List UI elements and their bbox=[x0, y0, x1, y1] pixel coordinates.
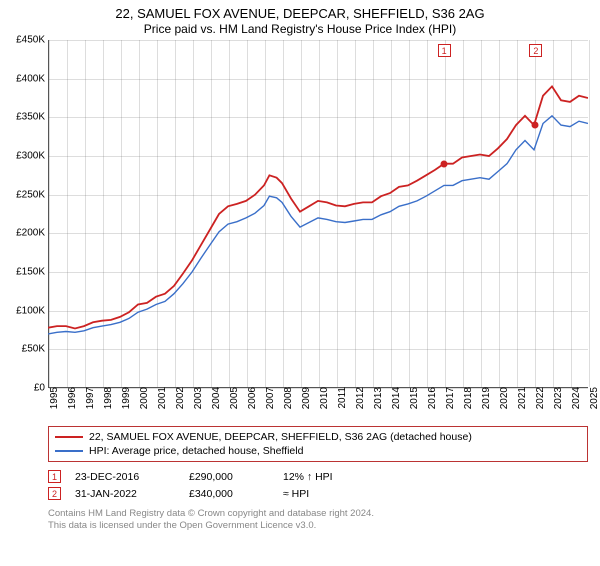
txn-date: 31-JAN-2022 bbox=[75, 488, 175, 500]
x-axis-label: 2021 bbox=[513, 387, 528, 409]
legend: 22, SAMUEL FOX AVENUE, DEEPCAR, SHEFFIEL… bbox=[48, 426, 588, 462]
footer-line: This data is licensed under the Open Gov… bbox=[48, 520, 588, 532]
series-line bbox=[48, 116, 588, 334]
x-axis-label: 2019 bbox=[477, 387, 492, 409]
table-row: 2 31-JAN-2022 £340,000 ≈ HPI bbox=[48, 485, 588, 502]
x-axis-label: 1998 bbox=[99, 387, 114, 409]
x-axis-label: 2024 bbox=[567, 387, 582, 409]
legend-item: 22, SAMUEL FOX AVENUE, DEEPCAR, SHEFFIEL… bbox=[55, 430, 581, 444]
txn-price: £290,000 bbox=[189, 471, 269, 483]
table-row: 1 23-DEC-2016 £290,000 12% ↑ HPI bbox=[48, 468, 588, 485]
data-point-marker bbox=[440, 160, 447, 167]
line-plot-svg bbox=[48, 40, 588, 388]
txn-marker-icon: 2 bbox=[48, 487, 61, 500]
footer-line: Contains HM Land Registry data © Crown c… bbox=[48, 508, 588, 520]
x-axis-label: 2012 bbox=[351, 387, 366, 409]
x-axis-label: 2000 bbox=[135, 387, 150, 409]
x-axis-label: 2001 bbox=[153, 387, 168, 409]
x-axis-label: 2005 bbox=[225, 387, 240, 409]
x-axis-label: 2013 bbox=[369, 387, 384, 409]
txn-date: 23-DEC-2016 bbox=[75, 471, 175, 483]
x-axis-label: 2002 bbox=[171, 387, 186, 409]
x-axis-label: 1997 bbox=[81, 387, 96, 409]
txn-hpi: ≈ HPI bbox=[283, 488, 363, 500]
legend-swatch bbox=[55, 450, 83, 452]
x-axis-label: 2017 bbox=[441, 387, 456, 409]
legend-label: HPI: Average price, detached house, Shef… bbox=[89, 445, 303, 457]
series-line bbox=[48, 86, 588, 328]
x-axis-label: 2008 bbox=[279, 387, 294, 409]
x-axis-label: 2014 bbox=[387, 387, 402, 409]
data-point-marker bbox=[532, 122, 539, 129]
txn-marker-icon: 1 bbox=[48, 470, 61, 483]
chart-title: 22, SAMUEL FOX AVENUE, DEEPCAR, SHEFFIEL… bbox=[0, 6, 600, 21]
x-axis-label: 2003 bbox=[189, 387, 204, 409]
txn-price: £340,000 bbox=[189, 488, 269, 500]
x-axis-label: 2025 bbox=[585, 387, 600, 409]
legend-label: 22, SAMUEL FOX AVENUE, DEEPCAR, SHEFFIEL… bbox=[89, 431, 472, 443]
x-axis-label: 2007 bbox=[261, 387, 276, 409]
x-axis-label: 2009 bbox=[297, 387, 312, 409]
legend-item: HPI: Average price, detached house, Shef… bbox=[55, 444, 581, 458]
transaction-table: 1 23-DEC-2016 £290,000 12% ↑ HPI 2 31-JA… bbox=[48, 468, 588, 502]
chart-marker-icon: 2 bbox=[529, 44, 542, 57]
x-axis-label: 2006 bbox=[243, 387, 258, 409]
x-axis-label: 2010 bbox=[315, 387, 330, 409]
chart-plot-area: £0£50K£100K£150K£200K£250K£300K£350K£400… bbox=[48, 40, 588, 388]
x-axis-label: 1999 bbox=[117, 387, 132, 409]
y-axis-label: £300K bbox=[16, 151, 49, 162]
txn-hpi: 12% ↑ HPI bbox=[283, 471, 363, 483]
y-axis-label: £450K bbox=[16, 35, 49, 46]
y-axis-label: £200K bbox=[16, 228, 49, 239]
chart-marker-icon: 1 bbox=[438, 44, 451, 57]
x-axis-label: 2004 bbox=[207, 387, 222, 409]
x-axis-label: 2023 bbox=[549, 387, 564, 409]
y-axis-label: £250K bbox=[16, 189, 49, 200]
x-axis-label: 2011 bbox=[333, 387, 348, 409]
footer-attribution: Contains HM Land Registry data © Crown c… bbox=[48, 508, 588, 532]
x-axis-label: 1996 bbox=[63, 387, 78, 409]
x-axis-label: 1995 bbox=[45, 387, 60, 409]
x-axis-label: 2016 bbox=[423, 387, 438, 409]
chart-subtitle: Price paid vs. HM Land Registry's House … bbox=[0, 22, 600, 36]
y-axis-label: £100K bbox=[16, 305, 49, 316]
x-axis-label: 2018 bbox=[459, 387, 474, 409]
x-axis-label: 2020 bbox=[495, 387, 510, 409]
y-axis-label: £50K bbox=[22, 344, 49, 355]
y-axis-label: £400K bbox=[16, 73, 49, 84]
legend-swatch bbox=[55, 436, 83, 438]
x-axis-label: 2015 bbox=[405, 387, 420, 409]
y-axis-label: £350K bbox=[16, 112, 49, 123]
y-axis-label: £150K bbox=[16, 267, 49, 278]
x-axis-label: 2022 bbox=[531, 387, 546, 409]
